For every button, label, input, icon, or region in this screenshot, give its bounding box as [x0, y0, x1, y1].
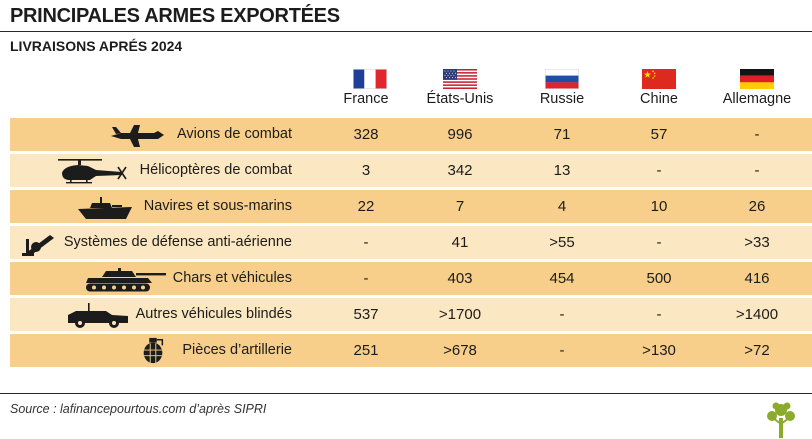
row-label: Systèmes de défense anti-aérienne: [63, 234, 292, 250]
title-divider: [0, 31, 812, 32]
table-cell: 342: [447, 162, 473, 179]
table-cell: 26: [748, 198, 766, 215]
column-header-usa: États-Unis: [426, 91, 494, 107]
usa-flag: [443, 69, 477, 89]
warship-icon: [78, 197, 132, 219]
table-cell: 71: [553, 126, 571, 143]
column-header-france: France: [343, 91, 389, 107]
row-label: Hélicoptères de combat: [139, 162, 292, 178]
table-cell: -: [363, 270, 369, 287]
table-row-fighter-jets: Avions de combat 328 996 71 57 -: [10, 118, 812, 151]
table-cell: 251: [353, 342, 379, 359]
row-label: Chars et véhicules: [172, 270, 292, 286]
column-header-china: Chine: [640, 91, 678, 107]
table-cell: -: [559, 342, 565, 359]
table-cell: 41: [451, 234, 469, 251]
table-cell: 996: [447, 126, 473, 143]
armored-vehicle-icon: [68, 303, 128, 328]
table-cell: 328: [353, 126, 379, 143]
table-row-artillery: Pièces d’artillerie 251 >678 - >130 >72: [10, 334, 812, 367]
table-row-ships: Navires et sous-marins 22 7 4 10 26: [10, 190, 812, 223]
column-header-germany: Allemagne: [722, 91, 792, 107]
tree-logo-icon: [767, 402, 795, 438]
table-cell: -: [656, 234, 662, 251]
table-cell: >33: [744, 234, 770, 251]
table-cell: -: [363, 234, 369, 251]
footer-divider: [0, 393, 812, 394]
table-row-armored-vehicles: Autres véhicules blindés 537 >1700 - - >…: [10, 298, 812, 331]
table-cell: 454: [549, 270, 575, 287]
table-cell: 3: [361, 162, 371, 179]
page-subtitle: LIVRAISONS APRÉS 2024: [10, 38, 183, 54]
table-cell: 537: [353, 306, 379, 323]
source-note: Source : lafinancepourtous.com d’après S…: [10, 402, 267, 416]
row-label: Navires et sous-marins: [143, 198, 292, 214]
missile-launcher-icon: [22, 235, 54, 256]
table-cell: >72: [744, 342, 770, 359]
russia-flag: [545, 69, 579, 89]
column-header-russia: Russie: [539, 91, 585, 107]
table-row-air-defense: Systèmes de défense anti-aérienne - 41 >…: [10, 226, 812, 259]
table-row-helicopters: Hélicoptères de combat 3 342 13 - -: [10, 154, 812, 187]
table-cell: -: [559, 306, 565, 323]
row-label: Avions de combat: [177, 126, 292, 142]
table-cell: 13: [553, 162, 571, 179]
table-cell: 4: [557, 198, 567, 215]
france-flag: [353, 69, 387, 89]
germany-flag: [740, 69, 774, 89]
row-label: Autres véhicules blindés: [135, 306, 292, 322]
table-cell: >55: [549, 234, 575, 251]
table-cell: 416: [744, 270, 770, 287]
tank-icon: [86, 268, 166, 292]
fighter-jet-icon: [111, 125, 164, 147]
row-label: Pièces d’artillerie: [182, 342, 292, 358]
table-cell: >1700: [438, 306, 482, 323]
table-cell: 57: [650, 126, 668, 143]
page-title: PRINCIPALES ARMES EXPORTÉES: [10, 5, 340, 27]
table-cell: -: [656, 306, 662, 323]
helicopter-icon: [58, 159, 127, 184]
table-cell: >678: [443, 342, 477, 359]
table-cell: 22: [357, 198, 375, 215]
china-flag: [642, 69, 676, 89]
table-row-tanks: Chars et véhicules - 403 454 500 416: [10, 262, 812, 295]
table-cell: -: [656, 162, 662, 179]
table-cell: >130: [642, 342, 676, 359]
table-cell: -: [754, 162, 760, 179]
table-cell: -: [754, 126, 760, 143]
table-cell: >1400: [735, 306, 779, 323]
table-cell: 403: [447, 270, 473, 287]
table-cell: 10: [650, 198, 668, 215]
grenade-icon: [143, 337, 164, 364]
table-cell: 7: [455, 198, 465, 215]
table-cell: 500: [646, 270, 672, 287]
